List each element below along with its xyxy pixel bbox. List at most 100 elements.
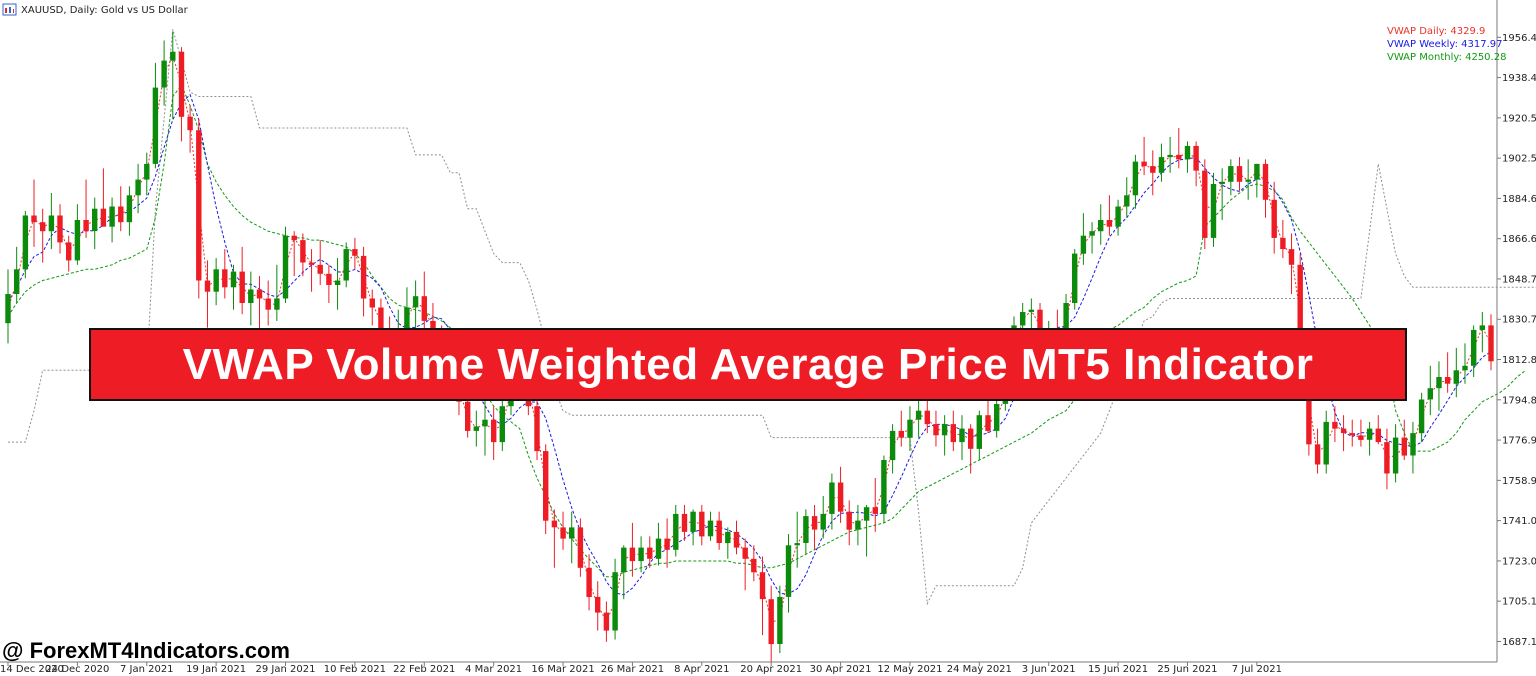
candle: [1184, 141, 1191, 173]
candle-body: [664, 538, 670, 550]
candle: [1418, 392, 1425, 443]
candle: [1228, 159, 1234, 196]
candle: [1210, 172, 1217, 247]
candle-body: [170, 51, 176, 61]
candle: [343, 242, 349, 288]
candle-body: [196, 130, 202, 281]
candle-body: [1271, 199, 1277, 238]
candle-body: [673, 513, 679, 550]
candle: [907, 406, 913, 452]
candle: [491, 406, 497, 461]
candle-body: [751, 558, 757, 573]
candle: [22, 210, 29, 279]
candle: [543, 444, 549, 535]
candle-body: [5, 294, 11, 324]
time-tick-label: 24 May 2021: [947, 664, 1012, 675]
vwap-legend: VWAP Daily: 4329.9 VWAP Weekly: 4317.97 VW…: [1387, 26, 1506, 63]
candle: [889, 424, 896, 474]
candle-body: [1106, 220, 1113, 227]
candle: [933, 410, 939, 447]
candle-body: [204, 280, 211, 292]
candle: [621, 545, 627, 600]
candle: [725, 527, 731, 559]
candle-body: [1236, 166, 1243, 182]
candle-body: [178, 51, 185, 117]
candle: [690, 509, 696, 546]
candle: [673, 504, 679, 557]
candle: [196, 118, 202, 299]
candle-body: [57, 215, 63, 243]
price-tick-label: 1920.50: [1502, 113, 1536, 124]
vwap-weekly-line: [7, 93, 1492, 596]
candle-body: [1158, 157, 1165, 173]
candle: [144, 152, 150, 196]
candle: [794, 511, 800, 568]
candle: [716, 511, 722, 550]
candle: [595, 581, 601, 631]
candle-body: [499, 406, 505, 443]
candle-body: [1436, 377, 1442, 389]
candle-body: [1410, 433, 1416, 456]
candle: [48, 193, 55, 250]
candle: [586, 554, 592, 611]
candle-body: [421, 296, 427, 321]
candle-body: [855, 520, 861, 530]
candle-body: [837, 482, 844, 512]
price-tick-label: 1723.05: [1502, 556, 1536, 567]
candle: [1349, 419, 1355, 447]
candle: [118, 186, 124, 232]
candle-body: [412, 296, 419, 308]
candle: [256, 276, 263, 330]
candle-body: [1462, 365, 1468, 371]
candle: [881, 455, 887, 523]
candle-body: [1210, 184, 1217, 238]
candle-body: [1418, 399, 1425, 434]
candle: [976, 410, 982, 461]
candle: [603, 601, 610, 642]
candle: [1262, 159, 1269, 218]
candle-body: [1280, 237, 1286, 250]
price-tick-label: 1776.90: [1502, 436, 1536, 447]
candle: [1410, 421, 1416, 474]
candle-body: [725, 531, 731, 544]
candle-body: [248, 289, 254, 303]
candle: [968, 424, 974, 474]
candle-body: [1314, 444, 1321, 465]
candle-body: [759, 572, 766, 600]
candle-body: [31, 215, 37, 223]
candle: [577, 518, 584, 577]
candle: [1150, 150, 1156, 196]
candle-body: [1115, 206, 1121, 227]
candle: [777, 585, 783, 654]
candle: [638, 536, 644, 573]
candle-body: [369, 298, 375, 308]
candle: [178, 47, 185, 142]
candle-body: [1254, 163, 1260, 180]
price-tick-label: 1956.40: [1502, 33, 1536, 44]
price-tick-label: 1705.11: [1502, 597, 1536, 608]
candle: [1340, 415, 1347, 452]
symbol-title: XAUUSD, Daily: Gold vs US Dollar: [21, 5, 189, 16]
candle: [898, 410, 904, 447]
candle-body: [404, 307, 410, 330]
time-tick-label: 15 Jun 2021: [1088, 664, 1148, 675]
candle-body: [473, 426, 479, 431]
candle-body: [1340, 428, 1347, 434]
candle: [282, 226, 289, 303]
price-tick-label: 1812.80: [1502, 355, 1536, 366]
time-tick-label: 7 Jan 2021: [120, 664, 174, 675]
candle-body: [699, 511, 705, 537]
candle: [1072, 249, 1078, 310]
candle: [569, 511, 575, 564]
candle: [855, 504, 861, 546]
title-banner: VWAP Volume Weighted Average Price MT5 I…: [89, 328, 1407, 401]
vwap-band-line: [8, 29, 1536, 606]
time-tick-label: 19 Jan 2021: [186, 664, 246, 675]
candle-body: [846, 511, 852, 530]
candle-body: [794, 543, 800, 546]
candle-body: [213, 269, 219, 292]
candle-body: [144, 163, 150, 180]
candle-body: [326, 273, 332, 285]
candle-body: [430, 320, 436, 335]
candle-body: [768, 599, 774, 645]
